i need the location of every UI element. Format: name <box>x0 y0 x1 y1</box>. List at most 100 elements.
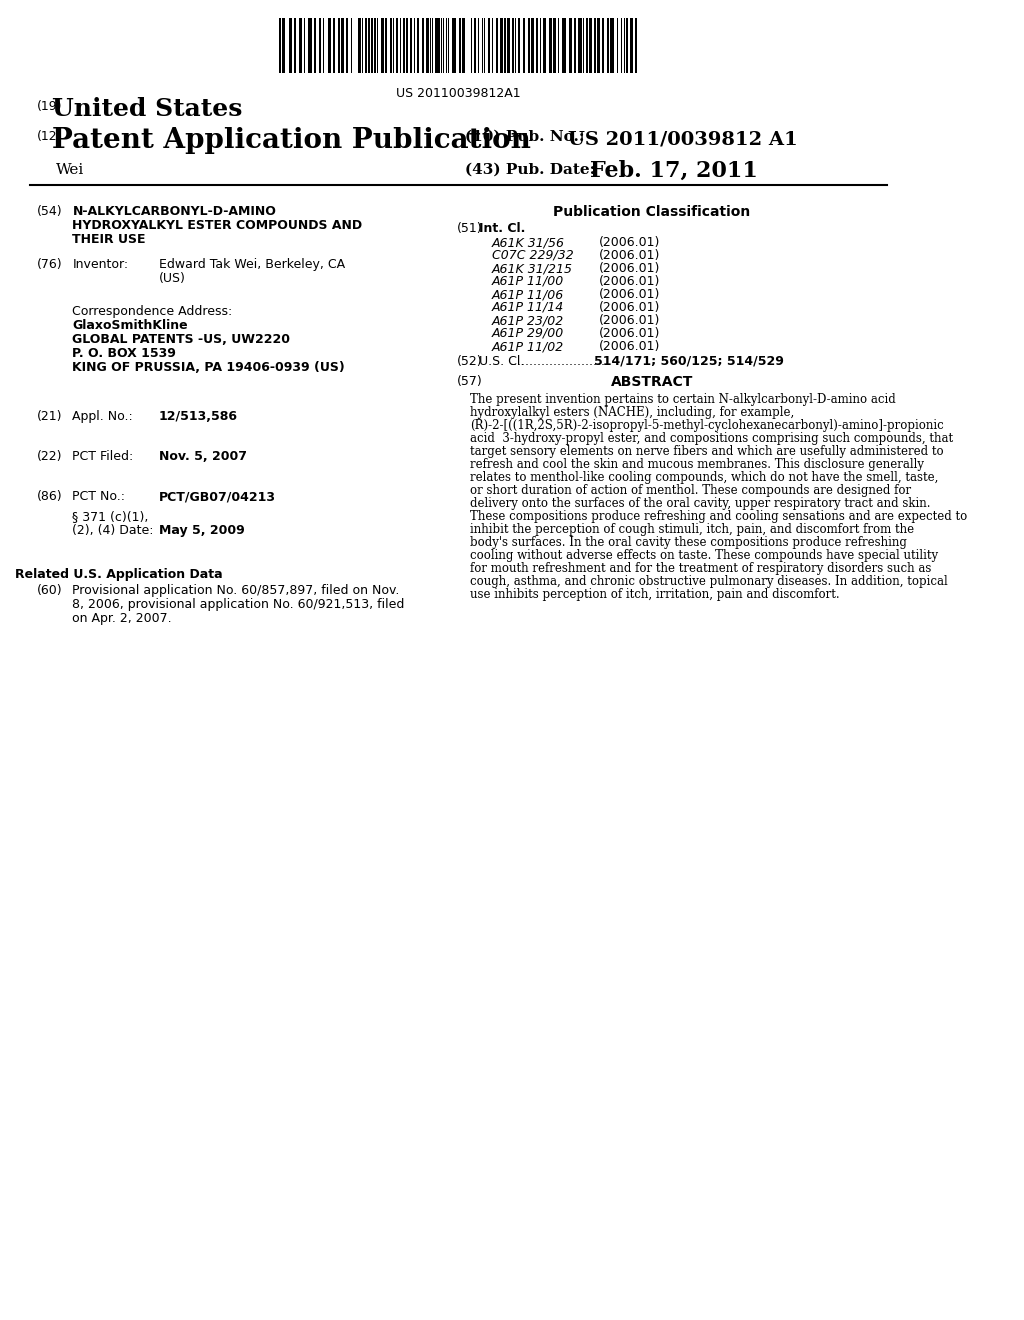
Text: The present invention pertains to certain N-alkylcarbonyl-D-amino acid: The present invention pertains to certai… <box>470 393 896 407</box>
Text: THEIR USE: THEIR USE <box>73 234 145 246</box>
Text: (10) Pub. No.:: (10) Pub. No.: <box>465 129 585 144</box>
Text: A61K 31/56: A61K 31/56 <box>493 236 565 249</box>
Bar <box>377 18 379 73</box>
Bar <box>334 18 335 73</box>
Text: (US): (US) <box>159 272 185 285</box>
Text: C07C 229/32: C07C 229/32 <box>493 249 573 261</box>
Text: May 5, 2009: May 5, 2009 <box>159 524 245 537</box>
Text: A61P 11/00: A61P 11/00 <box>493 275 564 288</box>
Bar <box>523 18 525 73</box>
Text: (52): (52) <box>457 355 482 368</box>
Text: Feb. 17, 2011: Feb. 17, 2011 <box>590 160 758 182</box>
Text: delivery onto the surfaces of the oral cavity, upper respiratory tract and skin.: delivery onto the surfaces of the oral c… <box>470 498 931 510</box>
Text: P. O. BOX 1539: P. O. BOX 1539 <box>73 347 176 360</box>
Text: 8, 2006, provisional application No. 60/921,513, filed: 8, 2006, provisional application No. 60/… <box>73 598 404 611</box>
Bar <box>289 18 292 73</box>
Bar <box>462 18 465 73</box>
Bar <box>283 18 285 73</box>
Text: (86): (86) <box>37 490 62 503</box>
Bar <box>544 18 546 73</box>
Bar <box>531 18 534 73</box>
Bar <box>279 18 282 73</box>
Text: (57): (57) <box>457 375 482 388</box>
Text: Inventor:: Inventor: <box>73 257 129 271</box>
Text: HYDROXYALKYL ESTER COMPOUNDS AND: HYDROXYALKYL ESTER COMPOUNDS AND <box>73 219 362 232</box>
Bar <box>392 18 394 73</box>
Text: (51): (51) <box>457 222 482 235</box>
Bar <box>616 18 618 73</box>
Bar <box>435 18 437 73</box>
Text: These compositions produce refreshing and cooling sensations and are expected to: These compositions produce refreshing an… <box>470 510 967 523</box>
Text: use inhibits perception of itch, irritation, pain and discomfort.: use inhibits perception of itch, irritat… <box>470 587 840 601</box>
Text: A61P 23/02: A61P 23/02 <box>493 314 564 327</box>
Bar <box>626 18 628 73</box>
Bar <box>581 18 583 73</box>
Text: US 2011/0039812 A1: US 2011/0039812 A1 <box>567 129 798 148</box>
Text: Edward Tak Wei, Berkeley, CA: Edward Tak Wei, Berkeley, CA <box>159 257 345 271</box>
Bar <box>399 18 401 73</box>
Text: or short duration of action of menthol. These compounds are designed for: or short duration of action of menthol. … <box>470 484 911 498</box>
Text: Publication Classification: Publication Classification <box>553 205 751 219</box>
Text: (2), (4) Date:: (2), (4) Date: <box>73 524 154 537</box>
Text: A61P 11/02: A61P 11/02 <box>493 341 564 352</box>
Text: (2006.01): (2006.01) <box>599 236 660 249</box>
Text: 514/171; 560/125; 514/529: 514/171; 560/125; 514/529 <box>594 355 784 368</box>
Text: (2006.01): (2006.01) <box>599 327 660 341</box>
Text: Patent Application Publication: Patent Application Publication <box>52 127 530 154</box>
Bar <box>500 18 503 73</box>
Bar <box>374 18 376 73</box>
Bar <box>319 18 322 73</box>
Bar <box>403 18 404 73</box>
Text: A61P 11/06: A61P 11/06 <box>493 288 564 301</box>
Bar <box>504 18 506 73</box>
Text: cooling without adverse effects on taste. These compounds have special utility: cooling without adverse effects on taste… <box>470 549 938 562</box>
Text: KING OF PRUSSIA, PA 19406-0939 (US): KING OF PRUSSIA, PA 19406-0939 (US) <box>73 360 345 374</box>
Bar <box>310 18 312 73</box>
Bar <box>594 18 596 73</box>
Text: PCT Filed:: PCT Filed: <box>73 450 134 463</box>
Text: (76): (76) <box>37 257 62 271</box>
Bar <box>512 18 514 73</box>
Bar <box>411 18 412 73</box>
Text: cough, asthma, and chronic obstructive pulmonary diseases. In addition, topical: cough, asthma, and chronic obstructive p… <box>470 576 947 587</box>
Text: relates to menthol-like cooling compounds, which do not have the smell, taste,: relates to menthol-like cooling compound… <box>470 471 938 484</box>
Text: § 371 (c)(1),: § 371 (c)(1), <box>73 510 148 523</box>
Text: (54): (54) <box>37 205 62 218</box>
Bar <box>474 18 476 73</box>
Bar <box>569 18 571 73</box>
Text: (43) Pub. Date:: (43) Pub. Date: <box>465 162 596 177</box>
Text: GlaxoSmithKline: GlaxoSmithKline <box>73 319 188 333</box>
Bar <box>607 18 608 73</box>
Text: (21): (21) <box>37 411 62 422</box>
Bar <box>454 18 456 73</box>
Bar <box>406 18 409 73</box>
Bar <box>308 18 309 73</box>
Bar <box>551 18 552 73</box>
Bar <box>426 18 429 73</box>
Bar <box>459 18 462 73</box>
Bar <box>562 18 564 73</box>
Text: (2006.01): (2006.01) <box>599 301 660 314</box>
Bar <box>590 18 592 73</box>
Text: for mouth refreshment and for the treatment of respiratory disorders such as: for mouth refreshment and for the treatm… <box>470 562 931 576</box>
Text: Appl. No.:: Appl. No.: <box>73 411 133 422</box>
Bar <box>537 18 539 73</box>
Text: refresh and cool the skin and mucous membranes. This disclosure generally: refresh and cool the skin and mucous mem… <box>470 458 924 471</box>
Text: acid  3-hydroxy-propyl ester, and compositions comprising such compounds, that: acid 3-hydroxy-propyl ester, and composi… <box>470 432 953 445</box>
Bar <box>385 18 387 73</box>
Bar <box>338 18 340 73</box>
Text: ABSTRACT: ABSTRACT <box>611 375 693 389</box>
Text: hydroxylalkyl esters (NACHE), including, for example,: hydroxylalkyl esters (NACHE), including,… <box>470 407 794 418</box>
Text: (60): (60) <box>37 583 62 597</box>
Text: GLOBAL PATENTS -US, UW2220: GLOBAL PATENTS -US, UW2220 <box>73 333 291 346</box>
Text: 12/513,586: 12/513,586 <box>159 411 238 422</box>
Text: inhibit the perception of cough stimuli, itch, pain, and discomfort from the: inhibit the perception of cough stimuli,… <box>470 523 914 536</box>
Bar <box>630 18 633 73</box>
Bar <box>422 18 424 73</box>
Bar <box>314 18 315 73</box>
Bar <box>487 18 490 73</box>
Text: Int. Cl.: Int. Cl. <box>478 222 525 235</box>
Text: (2006.01): (2006.01) <box>599 288 660 301</box>
Text: PCT No.:: PCT No.: <box>73 490 125 503</box>
Text: A61P 29/00: A61P 29/00 <box>493 327 564 341</box>
